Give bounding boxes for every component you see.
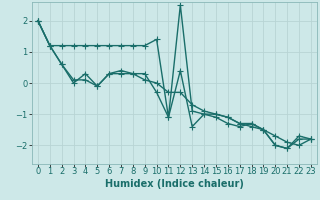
X-axis label: Humidex (Indice chaleur): Humidex (Indice chaleur) (105, 179, 244, 189)
